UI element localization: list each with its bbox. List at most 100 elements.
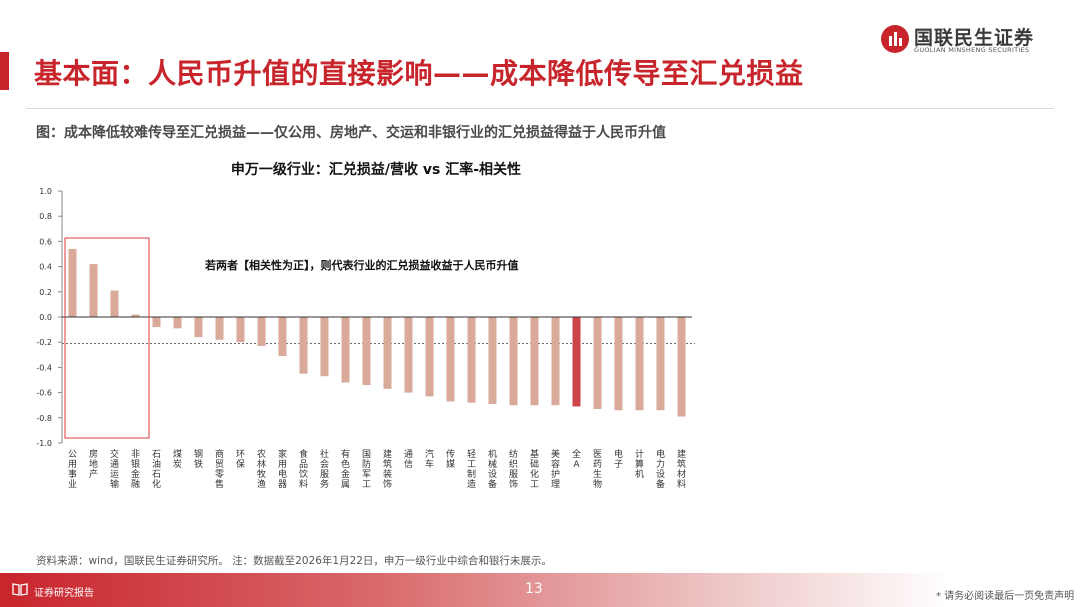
svg-text:制: 制: [467, 468, 476, 480]
svg-text:医: 医: [593, 449, 602, 460]
svg-text:理: 理: [551, 479, 560, 490]
svg-text:务: 务: [320, 478, 329, 490]
svg-text:械: 械: [488, 458, 497, 470]
y-tick-label: 1.0: [39, 187, 52, 196]
x-tick-label: 电子: [614, 448, 623, 470]
svg-text:筑: 筑: [383, 458, 392, 470]
x-tick-label: 房地产: [89, 448, 98, 480]
bar: [656, 317, 665, 411]
svg-text:石: 石: [152, 450, 161, 460]
y-tick-label: 0.6: [39, 237, 52, 246]
svg-text:牧: 牧: [257, 468, 266, 480]
y-tick-label: 0.2: [39, 288, 52, 297]
bar: [425, 317, 434, 397]
x-tick-label: 通信: [404, 449, 413, 470]
bars-layer: [68, 248, 686, 417]
svg-text:备: 备: [656, 478, 665, 490]
svg-text:零: 零: [215, 469, 224, 480]
svg-text:轻: 轻: [467, 448, 476, 460]
svg-text:融: 融: [131, 479, 140, 490]
y-tick-label: -0.6: [36, 389, 52, 398]
x-tick-label: 环保: [236, 449, 245, 470]
svg-text:军: 军: [362, 469, 371, 480]
bar: [635, 317, 644, 411]
bar: [68, 248, 77, 317]
svg-text:事: 事: [68, 468, 77, 480]
svg-text:计: 计: [635, 448, 644, 460]
svg-text:用: 用: [68, 459, 77, 470]
bar: [614, 317, 623, 411]
svg-text:防: 防: [362, 458, 371, 470]
bar: [278, 317, 287, 357]
svg-text:美: 美: [551, 448, 560, 460]
logo-mark-icon: [881, 25, 909, 53]
bar: [173, 317, 182, 329]
svg-text:力: 力: [656, 458, 665, 470]
svg-text:金: 金: [341, 468, 350, 480]
svg-text:交: 交: [110, 448, 119, 460]
svg-text:地: 地: [89, 458, 98, 470]
y-tick-label: -0.8: [36, 414, 52, 423]
svg-text:生: 生: [593, 468, 602, 480]
footer-label: 证券研究报告: [34, 588, 94, 599]
svg-text:汽: 汽: [425, 448, 434, 460]
bar: [257, 317, 266, 346]
svg-text:媒: 媒: [446, 459, 455, 470]
x-tick-label: 钢铁: [194, 448, 203, 470]
svg-text:有: 有: [341, 448, 350, 460]
x-tick-label: 全A: [572, 448, 581, 470]
x-tick-label: 汽车: [425, 448, 434, 470]
svg-text:公: 公: [68, 449, 77, 460]
svg-text:石: 石: [152, 470, 161, 480]
logo-name-cn: 国联民生证券: [914, 27, 1035, 49]
bar: [488, 317, 497, 404]
svg-text:服: 服: [509, 469, 518, 480]
svg-text:工: 工: [467, 460, 476, 470]
svg-text:油: 油: [152, 458, 161, 470]
svg-text:电: 电: [278, 468, 287, 480]
svg-text:商: 商: [215, 448, 224, 460]
svg-text:品: 品: [299, 459, 308, 470]
bar: [131, 314, 140, 317]
svg-text:通: 通: [110, 459, 119, 470]
svg-text:环: 环: [236, 449, 245, 460]
svg-text:用: 用: [278, 459, 287, 470]
svg-text:渔: 渔: [257, 479, 266, 490]
svg-text:产: 产: [89, 468, 98, 480]
source-note: 资料来源：wind，国联民生证券研究所。 注：数据截至2026年1月22日，申万…: [36, 555, 552, 567]
svg-text:建: 建: [677, 448, 686, 460]
svg-text:煤: 煤: [173, 448, 182, 460]
page-number: 13: [525, 581, 543, 597]
bar: [299, 317, 308, 374]
svg-text:设: 设: [488, 469, 497, 480]
svg-text:色: 色: [341, 458, 350, 470]
svg-text:物: 物: [593, 478, 602, 490]
svg-text:铁: 铁: [194, 458, 203, 470]
svg-text:银: 银: [131, 458, 140, 470]
svg-text:贸: 贸: [215, 458, 224, 470]
correlation-bar-chart: 申万一级行业：汇兑损益/营收 vs 汇率-相关性 1.0 0.8 0.6 0.4 0.2…: [36, 161, 695, 490]
svg-text:化: 化: [152, 478, 161, 490]
svg-text:农: 农: [257, 448, 266, 460]
svg-text:容: 容: [551, 458, 560, 470]
title-accent-bar: [0, 52, 9, 90]
footer-bar: 证券研究报告 13 * 请务必阅读最后一页免责声明: [0, 573, 1080, 607]
svg-text:造: 造: [467, 478, 476, 490]
svg-text:础: 础: [530, 458, 539, 470]
svg-text:家: 家: [278, 448, 287, 460]
svg-text:社: 社: [320, 448, 329, 460]
svg-text:食: 食: [299, 448, 308, 460]
svg-text:工: 工: [362, 480, 371, 490]
